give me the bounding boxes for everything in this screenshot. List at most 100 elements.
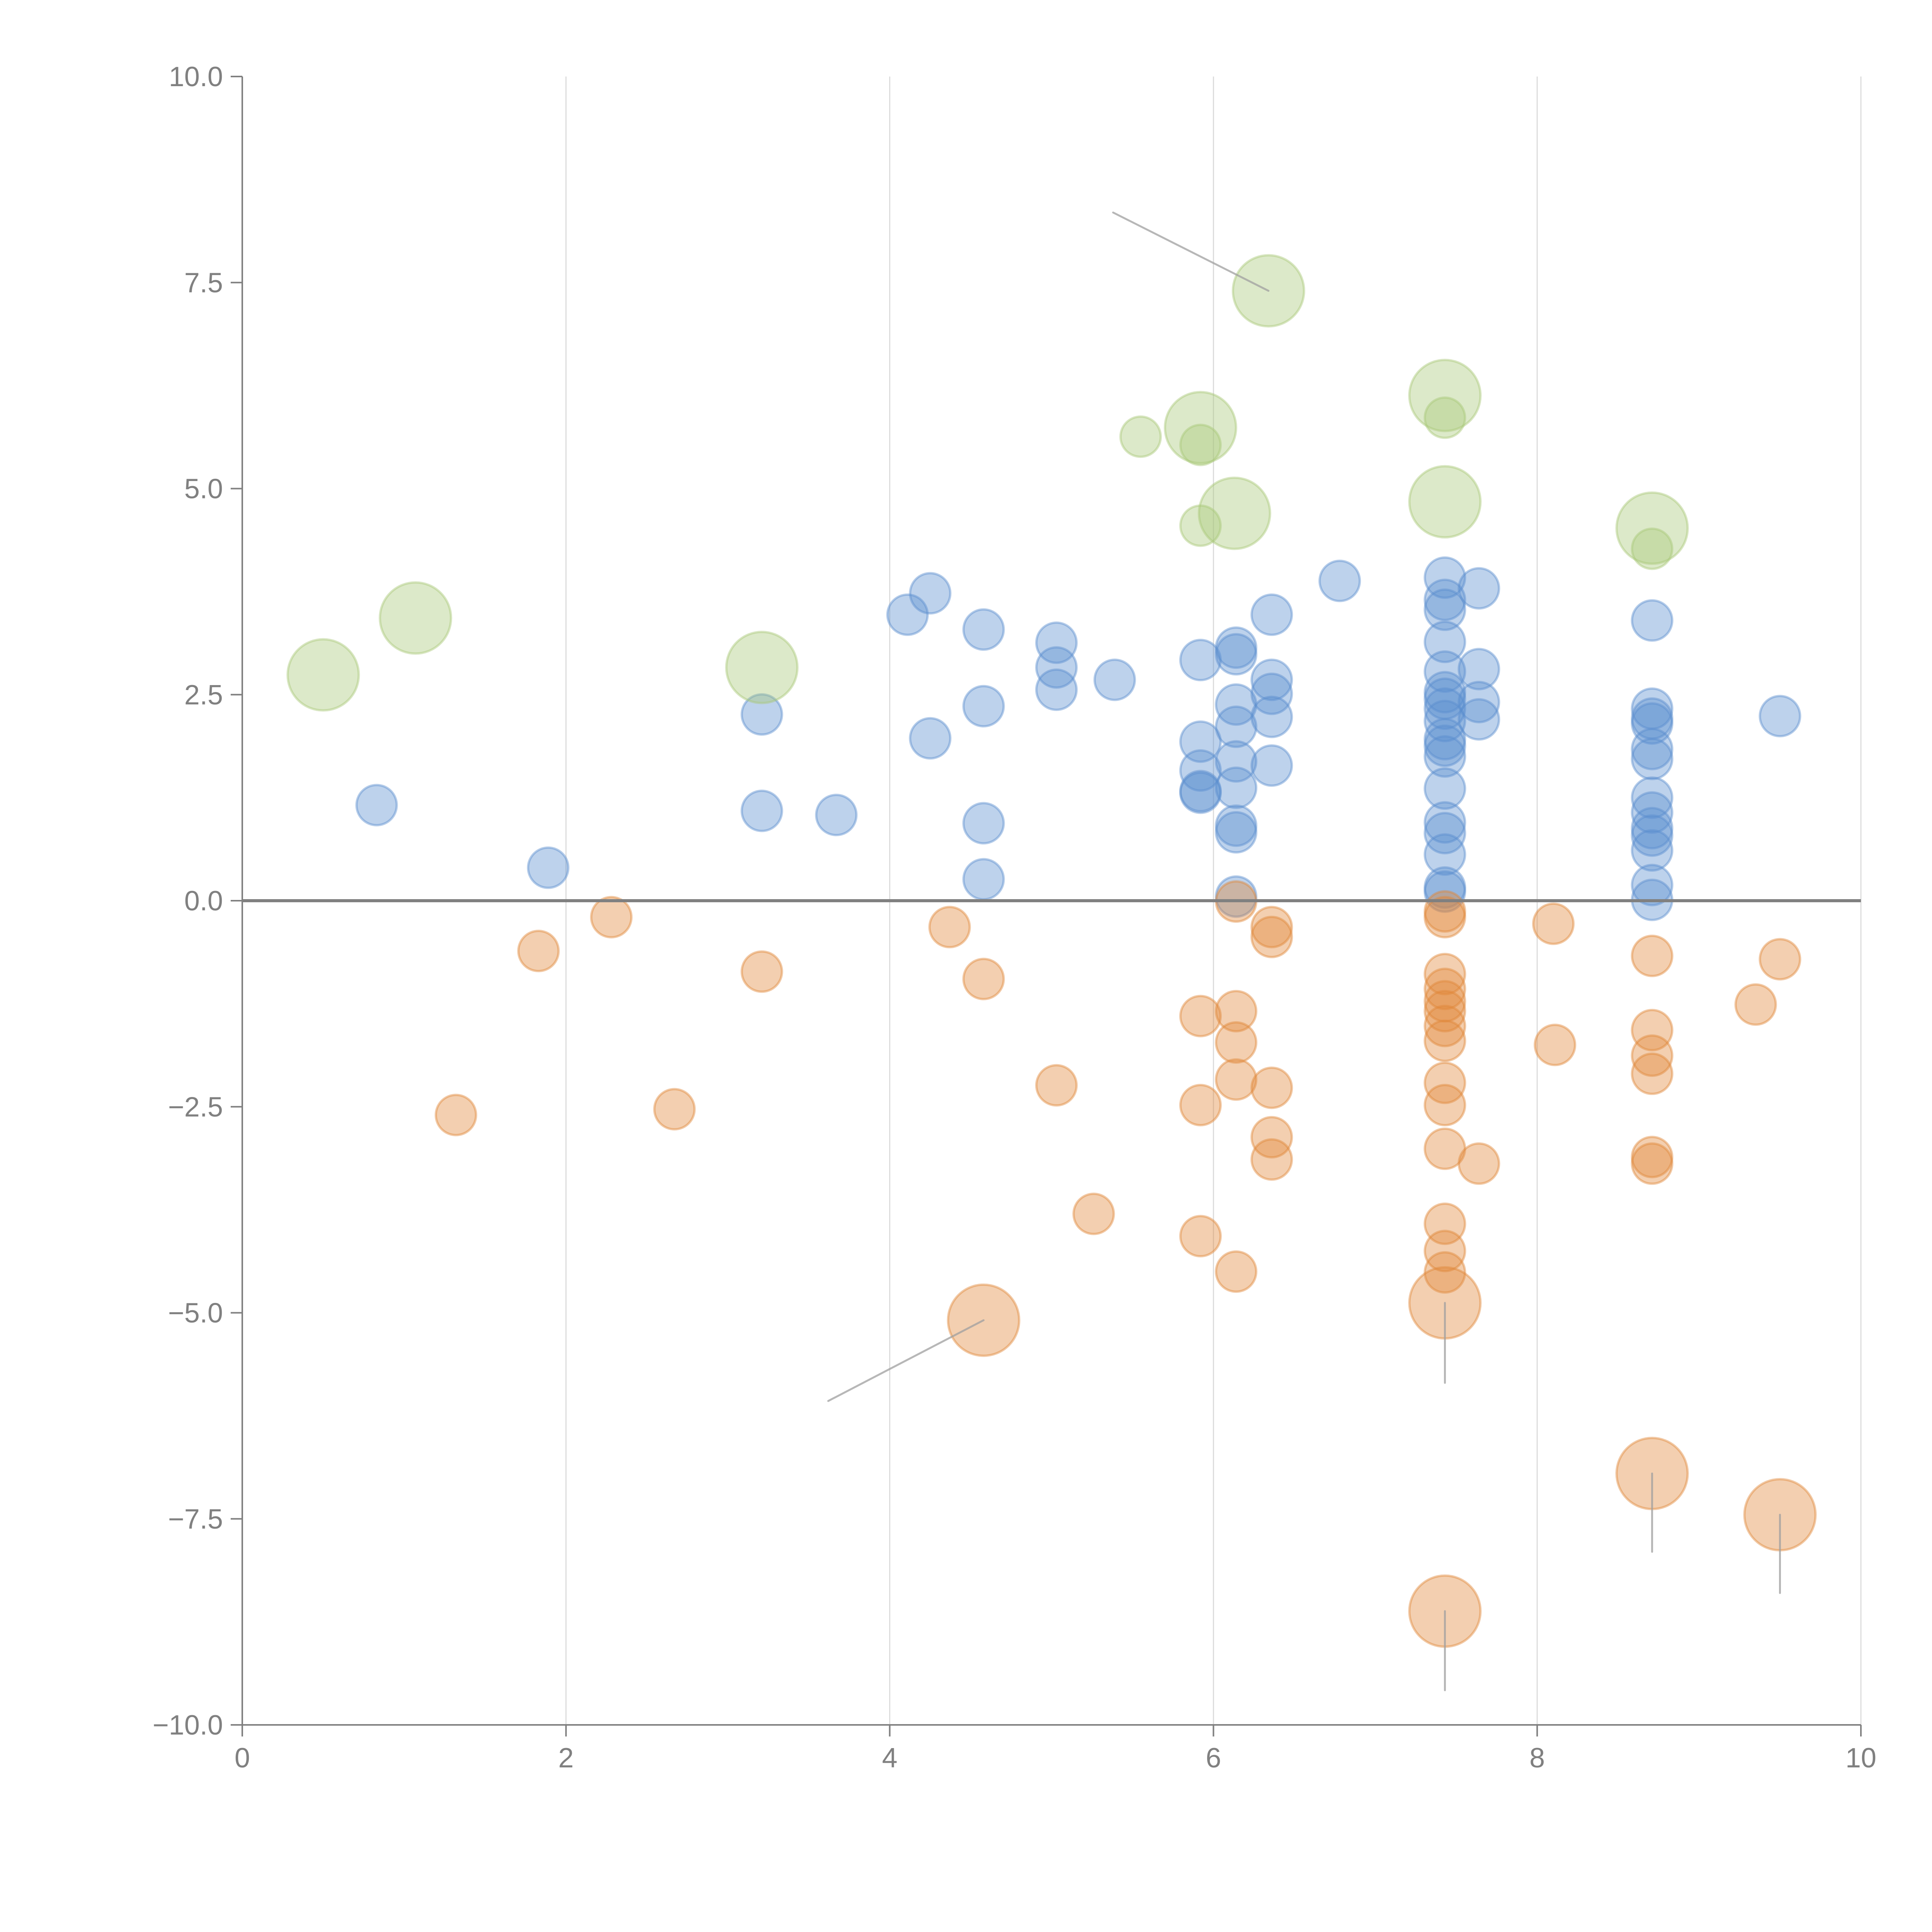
bubble-negative — [1423, 968, 1466, 1010]
bubble-positive — [1250, 593, 1293, 636]
bubble-positive — [1215, 804, 1258, 847]
bubble-negative — [1179, 1083, 1222, 1126]
y-tick-label: 10.0 — [169, 61, 223, 92]
bubble-negative — [1250, 906, 1293, 949]
bubble-negative — [1250, 1066, 1293, 1109]
bubble-positive — [740, 693, 783, 736]
bubble-highlight-large — [1408, 359, 1482, 432]
x-tick-label: 0 — [235, 1743, 250, 1774]
bubble-negative — [1423, 1005, 1466, 1048]
bubble-positive — [886, 593, 929, 636]
bubble-highlight-large — [725, 631, 799, 704]
bubble-negative — [1179, 1215, 1222, 1258]
bubble-positive — [909, 572, 952, 615]
bubble-positive — [1458, 648, 1500, 690]
bubble-negative — [1215, 1058, 1258, 1101]
bubble-positive — [1423, 677, 1466, 720]
bubble-positive — [1423, 588, 1466, 631]
bubble-negative — [1250, 1138, 1293, 1181]
bubble-negative — [1215, 1021, 1258, 1064]
bubble-positive — [1458, 680, 1500, 723]
bubble-positive — [1423, 556, 1466, 599]
bubble-positive — [1215, 811, 1258, 854]
bubble-positive — [962, 685, 1005, 728]
bubble-negative — [928, 906, 971, 949]
bubble-negative — [1423, 1202, 1466, 1245]
bubble-positive — [1179, 639, 1222, 682]
bubble-positive — [1215, 875, 1258, 918]
bubble-highlight-small — [1631, 527, 1673, 570]
bubble-positive — [1423, 650, 1466, 693]
bubble-positive — [1215, 626, 1258, 669]
bubble-negative — [590, 896, 633, 939]
y-tick-label: 0.0 — [184, 886, 223, 917]
bubble-positive — [1759, 695, 1801, 738]
bubble-negative — [1631, 1009, 1673, 1051]
y-tick-label: −7.5 — [168, 1504, 223, 1535]
bubble-positive — [1423, 671, 1466, 714]
bubble-negative — [1534, 1024, 1577, 1066]
bubble-negative — [1631, 1136, 1673, 1179]
bubble-positive — [1423, 621, 1466, 663]
bubble-positive — [815, 794, 858, 837]
bubble-positive — [1250, 672, 1293, 715]
bubble-positive — [1179, 770, 1222, 813]
bubble-negative — [1250, 1116, 1293, 1159]
bubble-positive — [1631, 791, 1673, 834]
bubble-positive — [1458, 698, 1500, 741]
bubble-negative — [517, 930, 560, 973]
bubble-positive — [909, 717, 952, 760]
bubble-positive — [1423, 866, 1466, 909]
bubble-positive — [1631, 807, 1673, 850]
bubble-positive — [1423, 718, 1466, 760]
bubble-positive — [1215, 766, 1258, 809]
bubble-positive — [1423, 833, 1466, 876]
bubble-negative — [1423, 990, 1466, 1032]
bubble-positive — [1631, 697, 1673, 740]
bubble-negative — [1759, 938, 1801, 981]
bubble-positive — [1250, 744, 1293, 787]
bubble-positive — [1215, 705, 1258, 748]
bubble-negative — [1423, 1128, 1466, 1170]
bubbles — [286, 254, 1817, 1648]
y-tick-label: 2.5 — [184, 680, 223, 711]
bubble-positive — [1318, 560, 1361, 602]
bubble-positive — [1631, 814, 1673, 857]
bubble-negative — [1631, 1034, 1673, 1077]
bubble-highlight-large — [1615, 491, 1689, 565]
bubble-highlight-small — [1179, 423, 1222, 466]
bubble-positive — [1215, 633, 1258, 676]
bubble-positive — [355, 784, 398, 827]
bubble-positive — [1035, 621, 1078, 664]
bubble-negative — [1423, 980, 1466, 1023]
bubble-negative — [1035, 1064, 1078, 1107]
bubble-highlight-small — [1423, 396, 1466, 439]
bubble-positive — [1631, 599, 1673, 642]
bubble-positive — [1631, 829, 1673, 872]
bubble-highlight-small — [1119, 415, 1162, 458]
bubble-negative — [1179, 995, 1222, 1037]
x-tick-label: 6 — [1206, 1743, 1221, 1774]
bubble-positive — [1631, 687, 1673, 730]
bubble-positive — [1631, 864, 1673, 906]
bubble-positive — [1423, 767, 1466, 810]
bubble-negative — [1458, 1142, 1500, 1185]
bubble-highlight-large — [1408, 465, 1482, 539]
bubble-positive — [1215, 740, 1258, 783]
bubble-positive — [1458, 567, 1500, 610]
bubble-negative — [1423, 1230, 1466, 1272]
annotation-leaders — [827, 211, 1781, 1691]
bubble-positive — [1035, 668, 1078, 711]
axes: 10.0 7.5 5.0 2.5 0.0 −2.5 −5.0 −7.5 −10.0 0 2 4 6 8 10 — [153, 61, 1876, 1774]
bubble-positive — [1423, 687, 1466, 730]
bubble-negative — [434, 1094, 477, 1136]
bubble-negative — [1250, 915, 1293, 958]
bubble-positive — [1179, 749, 1222, 792]
bubble-positive — [1250, 658, 1293, 701]
y-tick-label: 7.5 — [184, 267, 223, 298]
bubble-negative — [1423, 952, 1466, 995]
bubble-positive — [1631, 738, 1673, 781]
bubble-positive — [1423, 700, 1466, 743]
bubble-highlight-small — [1179, 504, 1222, 547]
